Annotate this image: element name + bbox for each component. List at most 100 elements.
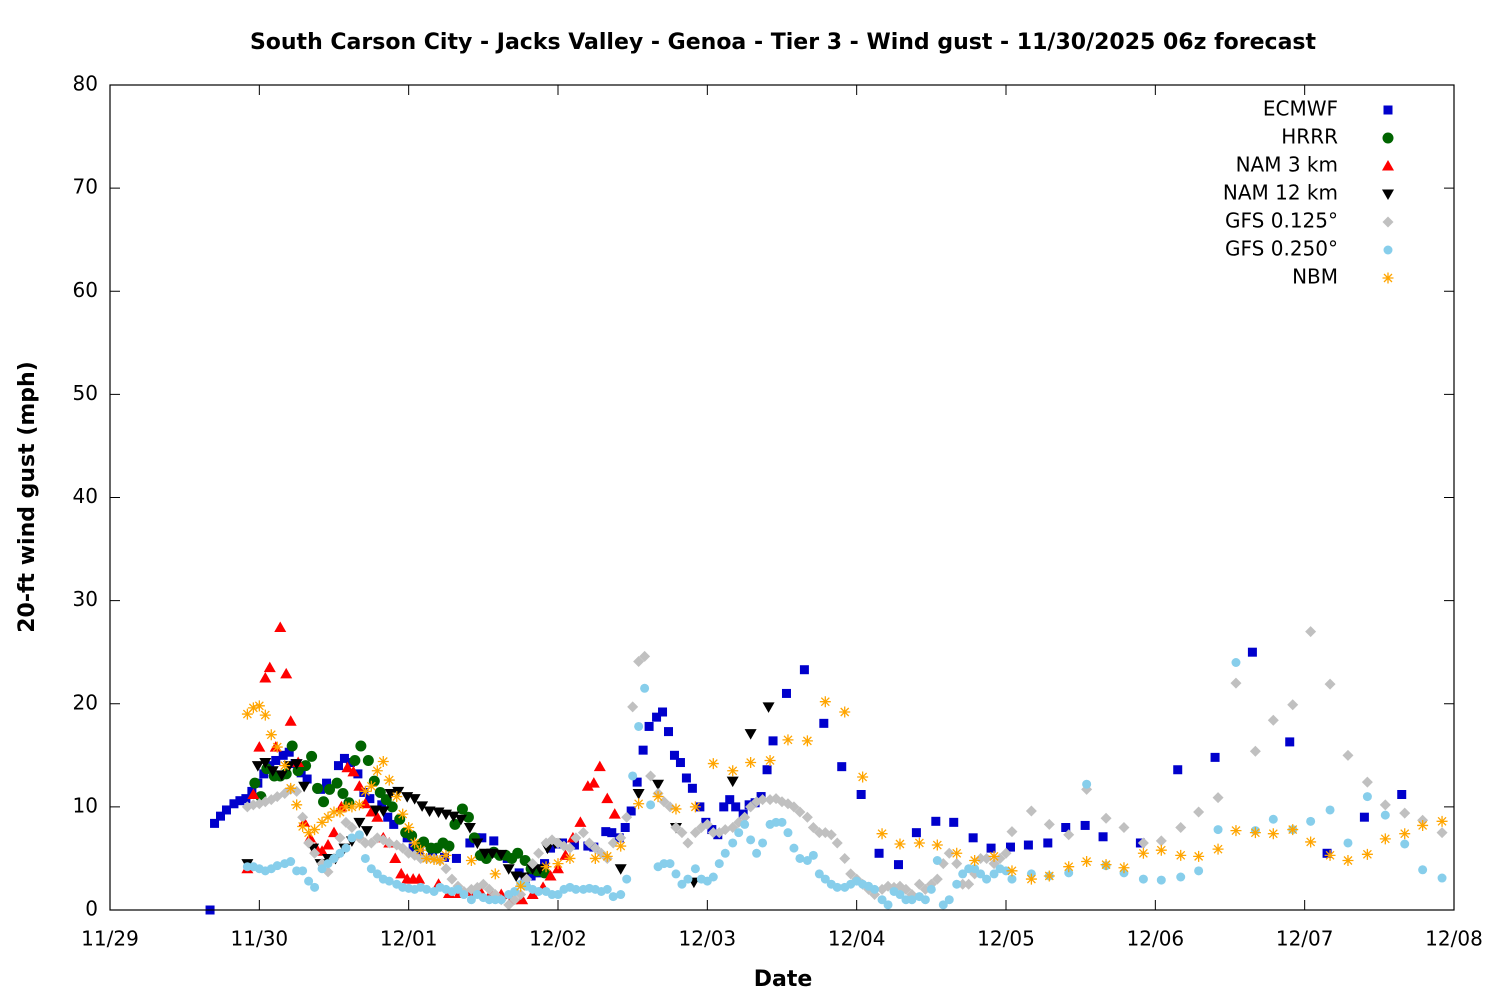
x-tick-label: 12/06	[1127, 927, 1185, 951]
legend-label: NAM 12 km	[1223, 181, 1338, 205]
data-point	[911, 828, 921, 838]
data-point	[362, 754, 374, 766]
data-point	[403, 822, 415, 833]
data-point	[210, 818, 220, 828]
x-tick-label: 11/29	[81, 927, 139, 951]
data-point	[477, 833, 487, 843]
data-point	[926, 884, 936, 894]
data-point	[389, 819, 399, 829]
data-point	[1156, 875, 1166, 885]
x-axis-title: Date	[754, 967, 813, 992]
data-point	[825, 829, 837, 841]
data-point	[1400, 839, 1410, 849]
data-point	[544, 869, 557, 881]
data-point	[349, 754, 361, 766]
data-point	[931, 873, 943, 885]
data-point	[1249, 745, 1261, 757]
x-tick-label: 12/02	[529, 927, 587, 951]
data-point	[266, 766, 279, 777]
data-point	[359, 837, 371, 849]
data-point	[1043, 838, 1053, 848]
data-point	[284, 747, 294, 757]
data-point	[453, 884, 463, 894]
data-point	[259, 769, 269, 779]
data-point	[291, 799, 303, 811]
data-point	[340, 816, 352, 828]
data-point	[951, 847, 963, 859]
data-point	[839, 706, 851, 718]
x-tick-label: 12/07	[1276, 927, 1334, 951]
data-point	[689, 801, 701, 813]
data-point	[1063, 829, 1075, 841]
data-point	[931, 839, 943, 851]
data-point	[1081, 856, 1093, 868]
data-point	[347, 765, 360, 777]
data-point	[552, 858, 564, 870]
data-point	[265, 729, 277, 741]
data-point	[944, 895, 954, 905]
data-point	[634, 721, 644, 731]
data-point	[284, 715, 297, 726]
data-point	[938, 900, 948, 910]
data-point	[329, 853, 339, 863]
legend-label: NAM 3 km	[1236, 153, 1338, 177]
data-point	[540, 859, 550, 869]
data-point	[466, 895, 476, 905]
legend-marker	[1382, 189, 1394, 200]
data-point	[682, 837, 694, 849]
data-point	[353, 817, 366, 829]
data-point	[317, 864, 327, 874]
data-point	[372, 869, 382, 879]
data-point	[819, 718, 829, 728]
data-point	[740, 819, 750, 829]
data-point	[1287, 824, 1299, 836]
data-point	[1285, 737, 1295, 747]
data-point	[1231, 658, 1241, 667]
data-point	[423, 806, 436, 817]
data-point	[1343, 838, 1353, 848]
data-point	[831, 837, 843, 849]
data-point	[1006, 865, 1018, 877]
data-point	[395, 867, 408, 879]
data-point	[1193, 806, 1205, 818]
data-point	[746, 835, 756, 845]
data-point	[739, 811, 751, 823]
data-point	[728, 838, 738, 848]
data-point	[601, 827, 611, 837]
data-point	[486, 848, 499, 860]
data-point	[1210, 752, 1220, 762]
data-point	[377, 756, 389, 767]
data-point	[359, 785, 371, 797]
data-point	[931, 816, 941, 826]
data-point	[280, 667, 293, 679]
data-point	[564, 842, 576, 854]
data-point	[652, 791, 664, 803]
data-point	[1193, 850, 1205, 862]
data-point	[1342, 855, 1354, 866]
data-point	[318, 796, 330, 808]
data-point	[640, 683, 650, 693]
data-point	[589, 842, 601, 854]
data-point	[1001, 866, 1011, 876]
data-point	[1436, 827, 1448, 839]
data-point	[496, 895, 506, 905]
data-point	[285, 782, 297, 794]
data-point	[1173, 765, 1183, 775]
data-point	[658, 707, 668, 717]
legend-marker	[1382, 160, 1394, 171]
data-point	[808, 850, 818, 860]
data-point	[1175, 822, 1187, 833]
data-point	[253, 700, 265, 712]
legend-marker	[1383, 245, 1393, 255]
data-point	[377, 806, 390, 817]
data-point	[720, 848, 730, 858]
data-point	[752, 848, 762, 858]
data-point	[789, 843, 799, 853]
data-point	[377, 800, 387, 810]
data-point	[290, 759, 303, 770]
data-point	[632, 788, 645, 800]
data-point	[1118, 862, 1130, 874]
data-point	[297, 820, 309, 832]
data-point	[1267, 828, 1279, 840]
data-point	[676, 827, 688, 839]
